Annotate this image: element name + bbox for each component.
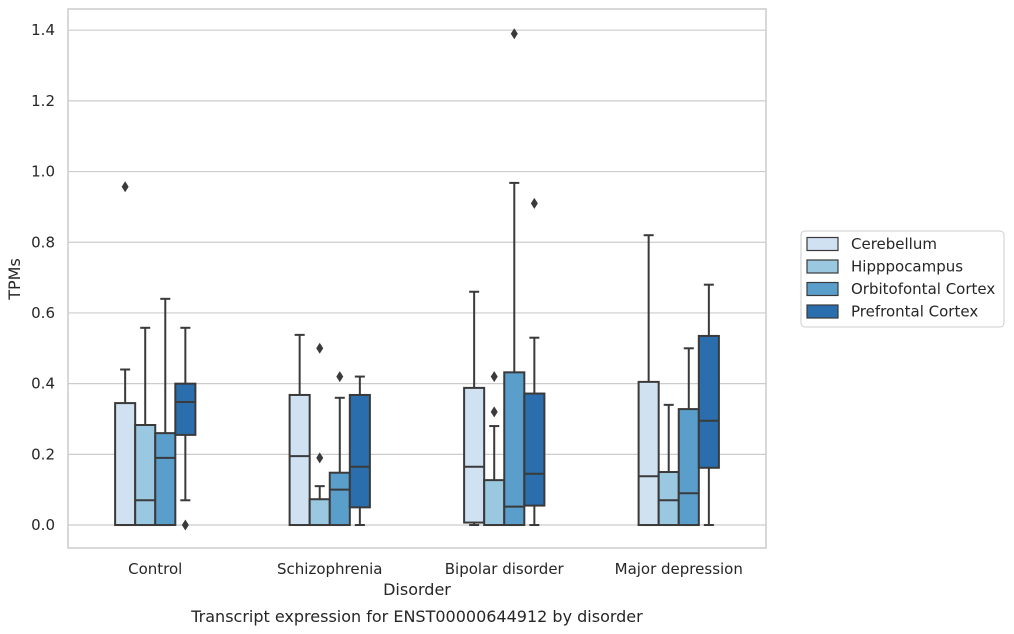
outlier-point: [510, 28, 518, 40]
y-tick-label: 0.4: [31, 375, 55, 393]
box: [328, 471, 351, 527]
legend: Cerebellum Hipppocampus Orbitofontal Corte…: [800, 230, 1005, 328]
box: [134, 424, 157, 527]
x-tick-labels: Control Schizophrenia Bipolar disorder Majo…: [128, 560, 743, 578]
outlier-point: [336, 371, 344, 383]
legend-swatch: [806, 259, 839, 274]
box: [154, 432, 177, 527]
box: [348, 393, 371, 509]
outlier-point: [530, 197, 538, 209]
box-group: [503, 28, 526, 527]
box: [523, 392, 546, 507]
x-tick-label: Schizophrenia: [277, 560, 382, 578]
y-tick-label: 0.8: [31, 233, 55, 251]
box-group: [154, 297, 177, 527]
legend-frame: [800, 230, 1005, 328]
box-group: [348, 375, 371, 527]
box-group: [328, 371, 351, 527]
box: [657, 471, 680, 527]
box-group: [174, 326, 197, 531]
box-group: [288, 333, 311, 527]
box-group: [637, 234, 660, 527]
box-group: [463, 290, 486, 527]
legend-swatch: [806, 236, 839, 252]
y-tick-label: 0.0: [31, 516, 55, 534]
box: [677, 408, 700, 527]
legend-swatch: [806, 304, 839, 319]
x-tick-label: Major depression: [615, 560, 743, 578]
x-tick-label: Control: [128, 560, 182, 578]
outlier-point: [181, 519, 189, 531]
outlier-point: [316, 342, 324, 354]
box: [174, 382, 197, 436]
legend-label: Cerebellum: [851, 235, 937, 253]
outlier-point: [490, 406, 498, 418]
legend-label: Orbitofontal Cortex: [851, 280, 995, 298]
box: [114, 402, 137, 527]
box: [483, 479, 506, 527]
y-tick-label: 1.0: [31, 163, 55, 181]
box: [503, 371, 526, 527]
box-group: [523, 197, 546, 527]
box-group: [134, 326, 157, 527]
y-tick-label: 1.4: [31, 21, 55, 39]
box-group: [308, 342, 331, 527]
outlier-point: [490, 371, 498, 383]
plot-frame: [67, 8, 767, 549]
outlier-point: [121, 181, 129, 193]
legend-label: Prefrontal Cortex: [851, 303, 978, 321]
box-group: [657, 403, 680, 527]
outlier-point: [316, 452, 324, 464]
box: [288, 393, 311, 527]
box-group: [697, 283, 720, 527]
box-group: [114, 181, 137, 527]
box-layer: [114, 28, 720, 531]
y-axis-title: TPMs: [5, 258, 24, 301]
chart-caption: Transcript expression for ENST0000064491…: [190, 607, 643, 626]
box: [308, 498, 331, 527]
legend-swatch: [806, 281, 839, 297]
y-tick-label: 0.6: [31, 304, 55, 322]
box-group: [483, 371, 506, 527]
y-tick-label: 0.2: [31, 445, 55, 463]
y-tick-labels: 0.0 0.2 0.4 0.6 0.8 1.0 1.2 1.4: [31, 21, 55, 534]
box: [637, 380, 660, 527]
legend-label: Hipppocampus: [851, 258, 963, 276]
x-axis-title: Disorder: [383, 580, 451, 599]
box-group: [677, 347, 700, 527]
y-tick-label: 1.2: [31, 92, 55, 110]
box: [463, 386, 486, 524]
x-tick-label: Bipolar disorder: [445, 560, 565, 578]
box: [697, 334, 720, 469]
